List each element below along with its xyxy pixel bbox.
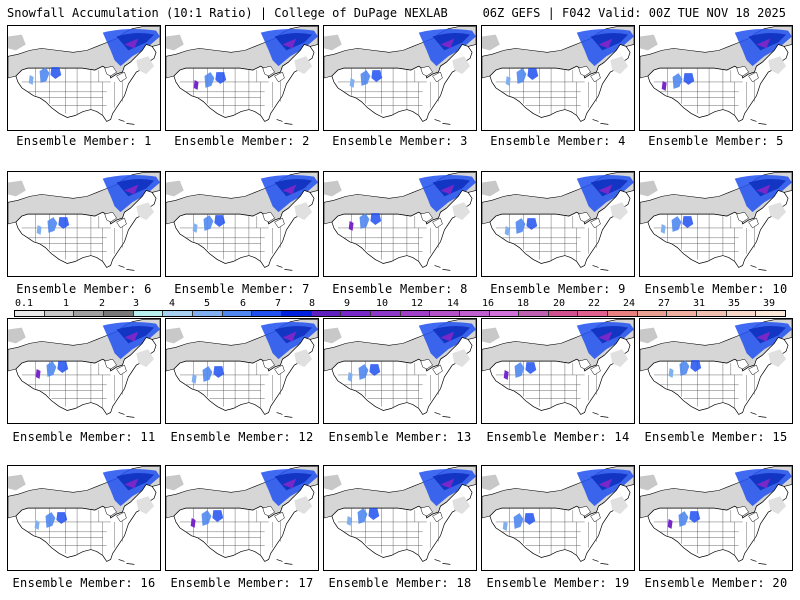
colorbar-swatch (578, 311, 609, 316)
colorbar-swatch (133, 311, 164, 316)
colorbar-swatch (222, 311, 253, 316)
ensemble-member-map (323, 465, 477, 571)
ensemble-member-label: Ensemble Member: 16 (12, 576, 156, 590)
ensemble-member-map (323, 318, 477, 424)
colorbar-swatch (608, 311, 638, 316)
colorbar-tick-label: 24 (622, 298, 636, 309)
ensemble-member-map (639, 171, 793, 277)
ensemble-member-label: Ensemble Member: 19 (486, 576, 630, 590)
colorbar-swatch (489, 311, 520, 316)
colorbar-swatch (548, 311, 579, 316)
colorbar-tick-label: 12 (410, 298, 424, 309)
colorbar-tick-label: 35 (727, 298, 741, 309)
ensemble-member-label: Ensemble Member: 1 (16, 134, 152, 148)
ensemble-member-label: Ensemble Member: 14 (486, 430, 630, 444)
colorbar-swatch (44, 311, 75, 316)
ensemble-member-map (639, 465, 793, 571)
colorbar: 0.1 1 2 3 4 5 6 7 8 9 10 12 14 16 18 20 22 24 27 31 35 39 (14, 298, 786, 320)
colorbar-tick-label: 14 (446, 298, 460, 309)
map-title: Snowfall Accumulation (10:1 Ratio) | Col… (7, 6, 448, 20)
ensemble-member-label: Ensemble Member: 3 (332, 134, 468, 148)
colorbar-tick-label: 7 (274, 298, 282, 309)
ensemble-member-label: Ensemble Member: 6 (16, 282, 152, 296)
colorbar-swatch (400, 311, 431, 316)
ensemble-member-map (7, 25, 161, 131)
ensemble-member-label: Ensemble Member: 9 (490, 282, 626, 296)
colorbar-tick-label: 39 (762, 298, 776, 309)
ensemble-member-label: Ensemble Member: 12 (170, 430, 314, 444)
ensemble-member-label: Ensemble Member: 7 (174, 282, 310, 296)
ensemble-member-map (323, 171, 477, 277)
ensemble-member-map (481, 318, 635, 424)
colorbar-swatch (637, 311, 668, 316)
colorbar-tick-label: 10 (375, 298, 389, 309)
colorbar-tick-label: 0.1 (14, 298, 34, 309)
colorbar-tick-label: 2 (98, 298, 106, 309)
ensemble-member-label: Ensemble Member: 18 (328, 576, 472, 590)
ensemble-member-map (7, 318, 161, 424)
ensemble-member-map (7, 171, 161, 277)
colorbar-swatch (519, 311, 549, 316)
ensemble-member-map (165, 318, 319, 424)
colorbar-tick-label: 31 (692, 298, 706, 309)
colorbar-swatch (192, 311, 223, 316)
ensemble-member-label: Ensemble Member: 4 (490, 134, 626, 148)
colorbar-tick-label: 1 (62, 298, 70, 309)
ensemble-member-map (165, 25, 319, 131)
colorbar-swatch (341, 311, 371, 316)
colorbar-tick-label: 9 (343, 298, 351, 309)
colorbar-tick-label: 27 (657, 298, 671, 309)
colorbar-swatch (430, 311, 460, 316)
ensemble-member-label: Ensemble Member: 2 (174, 134, 310, 148)
colorbar-tick-label: 18 (516, 298, 530, 309)
ensemble-member-label: Ensemble Member: 17 (170, 576, 314, 590)
colorbar-tick-label: 8 (308, 298, 316, 309)
colorbar-swatch (726, 311, 757, 316)
colorbar-swatch (15, 311, 45, 316)
colorbar-tick-label: 3 (132, 298, 140, 309)
colorbar-swatch (311, 311, 342, 316)
ensemble-member-label: Ensemble Member: 10 (644, 282, 788, 296)
ensemble-member-label: Ensemble Member: 11 (12, 430, 156, 444)
colorbar-labels: 0.1 1 2 3 4 5 6 7 8 9 10 12 14 16 18 20 22 24 27 31 35 39 (14, 298, 786, 310)
ensemble-member-label: Ensemble Member: 5 (648, 134, 784, 148)
ensemble-member-map (323, 25, 477, 131)
ensemble-member-label: Ensemble Member: 20 (644, 576, 788, 590)
ensemble-member-map (7, 465, 161, 571)
ensemble-member-map (639, 25, 793, 131)
colorbar-swatch (74, 311, 104, 316)
colorbar-tick-label: 20 (552, 298, 566, 309)
ensemble-member-map (481, 465, 635, 571)
colorbar-swatch (667, 311, 698, 316)
run-info: 06Z GEFS | F042 Valid: 00Z TUE NOV 18 20… (482, 6, 786, 20)
colorbar-swatch (252, 311, 282, 316)
ensemble-member-label: Ensemble Member: 13 (328, 430, 472, 444)
ensemble-member-label: Ensemble Member: 8 (332, 282, 468, 296)
header: Snowfall Accumulation (10:1 Ratio) | Col… (0, 0, 800, 24)
colorbar-tick-label: 22 (587, 298, 601, 309)
ensemble-member-label: Ensemble Member: 15 (644, 430, 788, 444)
ensemble-member-map (639, 318, 793, 424)
ensemble-member-map (481, 171, 635, 277)
colorbar-tick-label: 6 (239, 298, 247, 309)
colorbar-swatch (281, 311, 312, 316)
ensemble-member-map (481, 25, 635, 131)
ensemble-member-map (165, 465, 319, 571)
colorbar-swatches (14, 310, 786, 317)
colorbar-swatch (756, 311, 786, 316)
colorbar-tick-label: 16 (481, 298, 495, 309)
colorbar-swatch (697, 311, 727, 316)
colorbar-tick-label: 5 (203, 298, 211, 309)
colorbar-swatch (370, 311, 401, 316)
colorbar-swatch (103, 311, 134, 316)
ensemble-member-map (165, 171, 319, 277)
colorbar-swatch (163, 311, 193, 316)
colorbar-swatch (459, 311, 490, 316)
colorbar-tick-label: 4 (168, 298, 176, 309)
